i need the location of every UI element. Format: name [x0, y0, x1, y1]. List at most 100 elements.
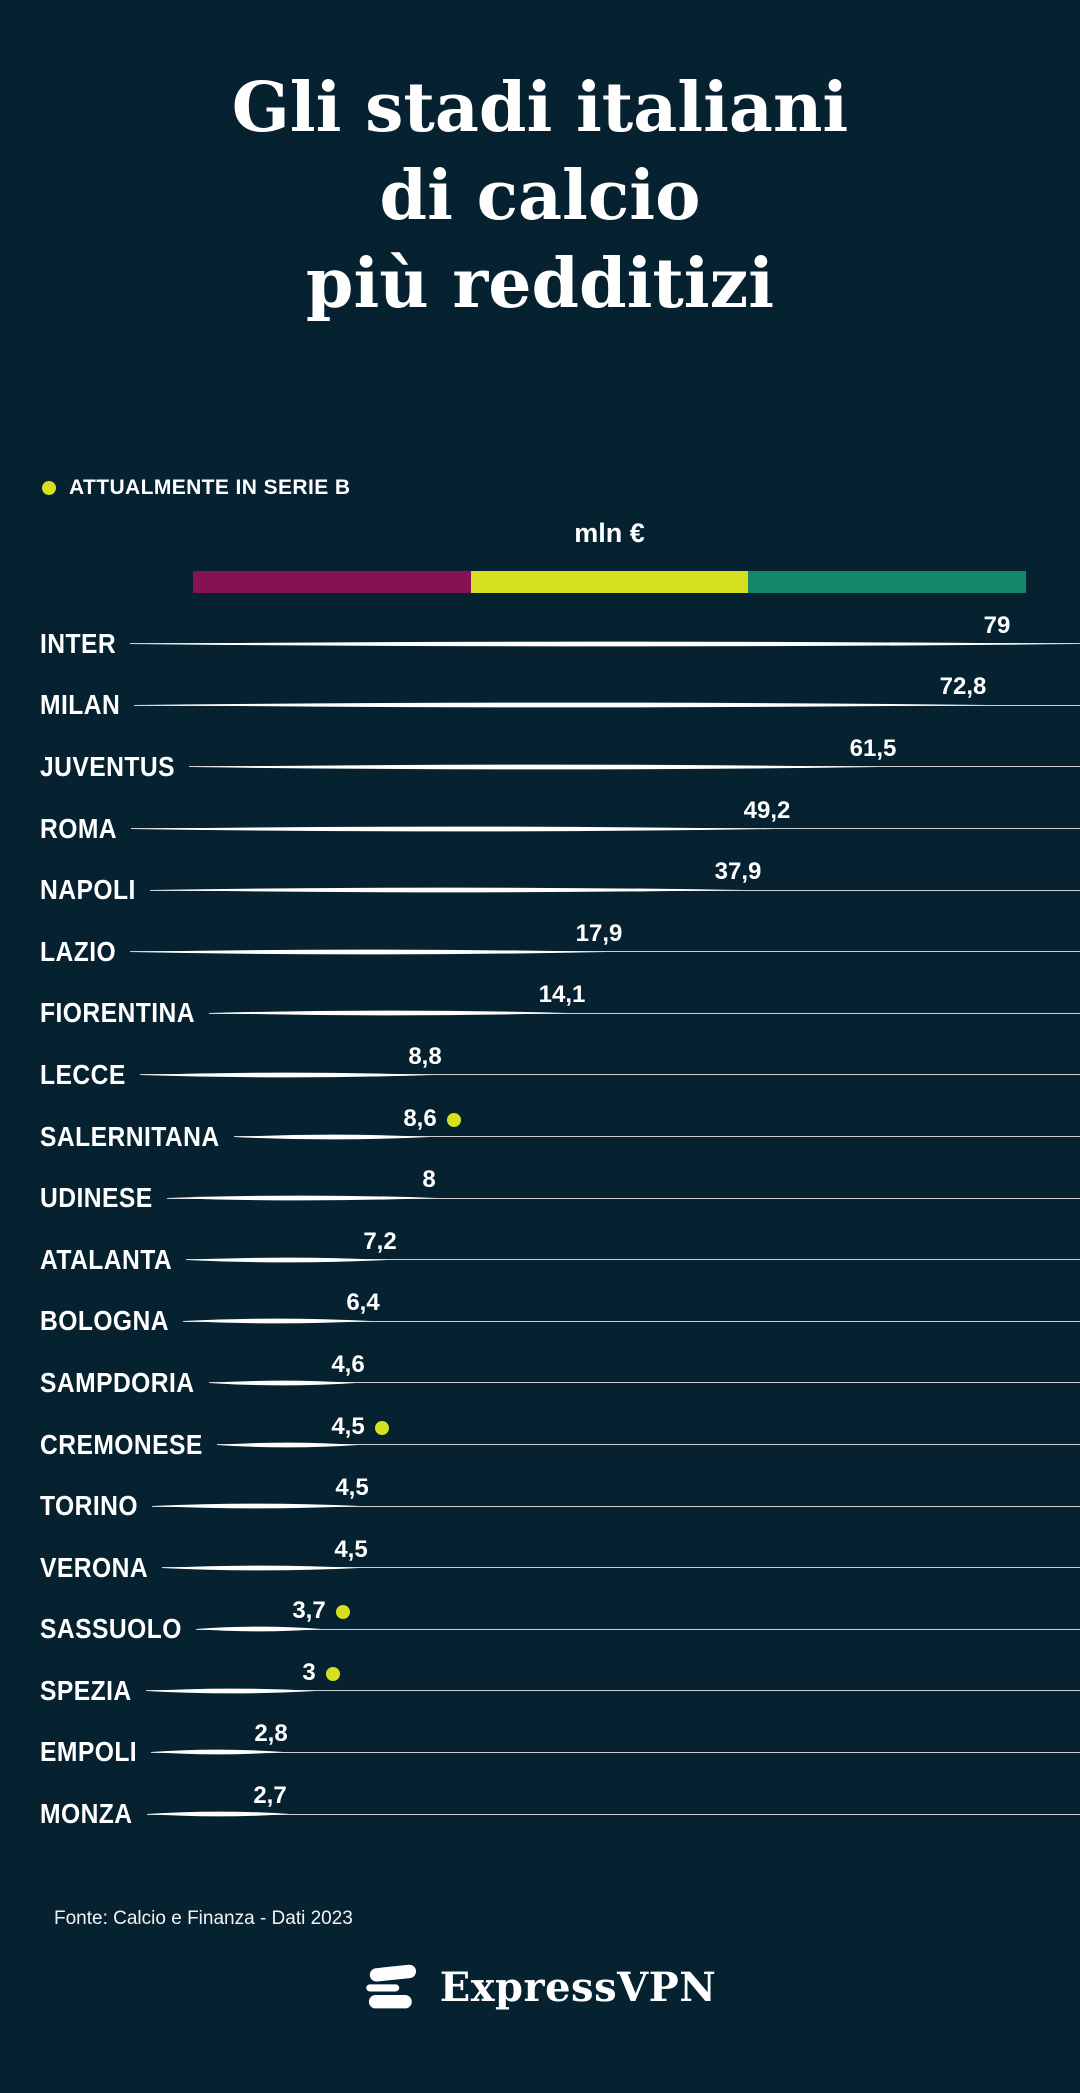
- page-title: Gli stadi italiani di calcio più redditi…: [0, 64, 1080, 328]
- team-label: VERONA: [40, 1551, 149, 1583]
- row-hairline: [139, 1074, 1080, 1076]
- serie-b-dot-icon: [335, 1605, 350, 1620]
- team-label: CREMONESE: [40, 1428, 203, 1460]
- row-line: [145, 1688, 316, 1694]
- value-label: 49,2: [743, 796, 791, 824]
- legend: ATTUALMENTE IN SERIE B: [42, 476, 350, 500]
- legend-label: ATTUALMENTE IN SERIE B: [69, 476, 351, 499]
- row-line: [183, 1318, 371, 1324]
- chart-row-torino: TORINO 4,5: [0, 1474, 1080, 1537]
- row-hairline: [208, 1012, 1080, 1014]
- row-hairline: [146, 1813, 1080, 1815]
- row-line: [186, 1257, 388, 1263]
- value-label: 3,7: [292, 1597, 326, 1625]
- chart-row-napoli: NAPOLI 37,9: [0, 858, 1080, 921]
- source-note: Fonte: Calcio e Finanza - Dati 2023: [54, 1908, 353, 1929]
- row-line: [139, 1072, 433, 1078]
- value-label: 3: [302, 1658, 316, 1686]
- title-line-3: più redditizi: [305, 244, 775, 324]
- value-label: 4,5: [334, 1535, 368, 1563]
- team-label: JUVENTUS: [40, 750, 175, 782]
- row-hairline: [183, 1320, 1080, 1322]
- row-line: [146, 1811, 290, 1817]
- row-hairline: [151, 1751, 1080, 1753]
- row-line: [162, 1565, 359, 1571]
- row-hairline: [208, 1382, 1080, 1384]
- team-label: ATALANTA: [40, 1243, 173, 1275]
- value-label: 8,8: [408, 1042, 442, 1070]
- scale-bar-segment-yellow: [470, 571, 749, 593]
- title-line-2: di calcio: [379, 156, 701, 236]
- row-line: [216, 1442, 358, 1447]
- value-label: 2,8: [254, 1720, 288, 1748]
- row-hairline: [166, 1197, 1080, 1199]
- scale-bar: [193, 571, 1027, 593]
- serie-b-dot-icon: [446, 1112, 461, 1127]
- value-label: 8: [422, 1166, 436, 1194]
- row-hairline: [233, 1136, 1080, 1138]
- chart-row-fiorentina: FIORENTINA 14,1: [0, 981, 1080, 1045]
- team-label: UDINESE: [40, 1182, 153, 1214]
- chart-row-sampdoria: SAMPDORIA 4,6: [0, 1350, 1080, 1414]
- row-hairline: [216, 1444, 1080, 1446]
- value-label: 37,9: [714, 858, 762, 886]
- row-line: [208, 1010, 568, 1016]
- chart-row-monza: MONZA 2,7: [0, 1782, 1080, 1845]
- team-label: NAPOLI: [40, 874, 136, 906]
- serie-b-dot-icon: [325, 1666, 340, 1681]
- team-label: MONZA: [40, 1798, 133, 1830]
- row-hairline: [195, 1628, 1080, 1630]
- row-line: [131, 826, 775, 831]
- value-label: 61,5: [849, 734, 897, 762]
- chart-row-cremonese: CREMONESE 4,5: [0, 1412, 1080, 1476]
- row-hairline: [145, 1690, 1080, 1692]
- chart-row-verona: VERONA 4,5: [0, 1535, 1080, 1599]
- team-label: INTER: [40, 627, 117, 659]
- value-label: 72,8: [939, 673, 987, 701]
- team-label: EMPOLI: [40, 1736, 138, 1768]
- value-label: 6,4: [346, 1289, 380, 1317]
- value-label: 4,6: [331, 1350, 365, 1378]
- row-line: [134, 702, 990, 708]
- chart-row-roma: ROMA 49,2: [0, 796, 1080, 860]
- row-line: [151, 1750, 284, 1755]
- chart-row-lecce: LECCE 8,8: [0, 1042, 1080, 1106]
- team-label: SALERNITANA: [40, 1120, 220, 1152]
- row-line: [195, 1626, 322, 1632]
- team-label: MILAN: [40, 689, 121, 721]
- team-label: TORINO: [40, 1490, 139, 1522]
- team-label: SASSUOLO: [40, 1613, 182, 1645]
- brand-name: ExpressVPN: [439, 1963, 717, 2011]
- row-line: [149, 887, 744, 893]
- chart-row-sassuolo: SASSUOLO 3,7: [0, 1597, 1080, 1661]
- value-label: 17,9: [575, 919, 623, 947]
- row-line: [208, 1380, 356, 1386]
- value-label: 4,5: [331, 1412, 365, 1440]
- team-label: LECCE: [40, 1058, 126, 1090]
- chart-row-lazio: LAZIO 17,9: [0, 919, 1080, 983]
- team-label: LAZIO: [40, 935, 117, 967]
- team-label: BOLOGNA: [40, 1305, 170, 1337]
- row-line: [166, 1195, 436, 1201]
- value-label: 4,5: [335, 1474, 369, 1502]
- chart-row-inter: INTER 79: [0, 612, 1080, 675]
- team-label: ROMA: [40, 812, 118, 844]
- team-label: FIORENTINA: [40, 997, 195, 1029]
- row-line: [233, 1134, 430, 1139]
- chart-row-udinese: UDINESE 8: [0, 1166, 1080, 1229]
- value-label: 8,6: [403, 1104, 437, 1132]
- brand-footer: ExpressVPN: [0, 1962, 1080, 2012]
- chart-row-bologna: BOLOGNA 6,4: [0, 1289, 1080, 1353]
- value-label: 14,1: [538, 981, 586, 1009]
- scale-bar-segment-purple: [193, 571, 471, 593]
- row-hairline: [186, 1259, 1080, 1261]
- chart-row-milan: MILAN 72,8: [0, 673, 1080, 737]
- row-line: [130, 949, 606, 955]
- value-label: 2,7: [253, 1782, 287, 1810]
- row-line: [188, 764, 880, 770]
- chart-row-empoli: EMPOLI 2,8: [0, 1720, 1080, 1784]
- row-line: [130, 641, 1080, 647]
- serie-b-dot-icon: [42, 481, 56, 495]
- scale-bar-segment-teal: [748, 571, 1027, 593]
- serie-b-dot-icon: [374, 1420, 389, 1435]
